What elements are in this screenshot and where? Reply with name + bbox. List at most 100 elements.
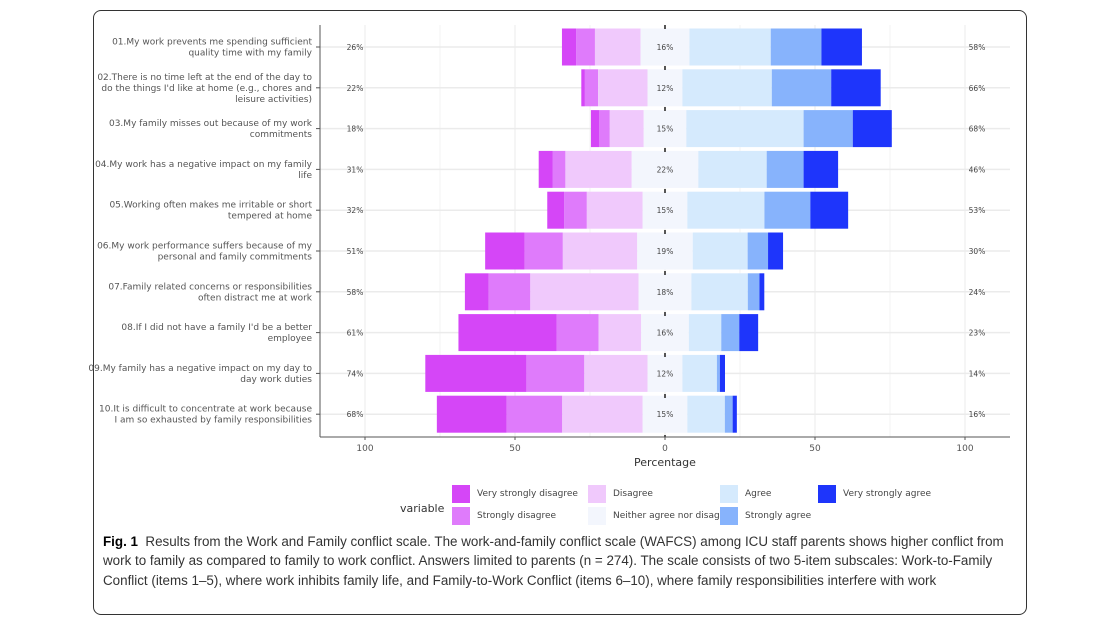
- legend-swatch: [452, 485, 470, 503]
- bar-segment-strongly-disagree: [526, 354, 585, 392]
- legend-item: Strongly agree: [720, 507, 811, 525]
- category-label: 01.My work prevents me spending sufficie…: [112, 38, 313, 59]
- legend-swatch: [720, 485, 738, 503]
- bar-segment-strongly-agree: [771, 69, 832, 107]
- right-percent-label: 23%: [969, 329, 986, 338]
- left-percent-label: 31%: [347, 165, 364, 174]
- bar-segment-neither-agree-nor-disagree: [631, 150, 699, 188]
- legend-item: Disagree: [588, 485, 653, 503]
- right-percent-label: 16%: [969, 410, 986, 419]
- bar-segment-agree: [688, 314, 722, 352]
- bar-segment-disagree: [562, 395, 643, 433]
- legend-swatch: [720, 507, 738, 525]
- legend-label: Strongly agree: [745, 511, 812, 521]
- bar-segment-very-strongly-agree: [768, 232, 784, 270]
- figure-frame: [93, 10, 1027, 615]
- bar-segment-neither-agree-nor-disagree: [642, 191, 688, 229]
- legend-item: Very strongly agree: [818, 485, 931, 503]
- legend-swatch: [588, 485, 606, 503]
- bar-segment-disagree: [562, 232, 638, 270]
- bar-segment-very-strongly-agree: [810, 191, 849, 229]
- center-percent-label: 16%: [657, 329, 674, 338]
- category-label: 10.It is difficult to concentrate at wor…: [99, 405, 312, 426]
- bar-segment-neither-agree-nor-disagree: [647, 354, 683, 392]
- legend-title: variable: [400, 502, 445, 515]
- bar-segment-agree: [692, 232, 748, 270]
- bar-segment-disagree: [594, 28, 641, 66]
- bar-segment-very-strongly-disagree: [458, 314, 557, 352]
- bar-segment-strongly-agree: [724, 395, 733, 433]
- left-percent-label: 61%: [347, 329, 364, 338]
- bar-segment-strongly-agree: [770, 28, 822, 66]
- bar-segment-neither-agree-nor-disagree: [641, 314, 689, 352]
- bar-segment-disagree: [565, 150, 632, 188]
- center-percent-label: 12%: [657, 369, 674, 378]
- left-percent-label: 26%: [347, 43, 364, 52]
- right-percent-label: 53%: [969, 206, 986, 215]
- right-percent-label: 14%: [969, 369, 986, 378]
- bar-segment-very-strongly-disagree: [485, 232, 525, 270]
- legend-item: Agree: [720, 485, 771, 503]
- category-label: 03.My family misses out because of my wo…: [109, 119, 313, 140]
- x-tick-label: 50: [809, 444, 821, 454]
- bar-segment-neither-agree-nor-disagree: [643, 110, 687, 148]
- left-percent-label: 32%: [347, 206, 364, 215]
- center-percent-label: 22%: [657, 165, 674, 174]
- right-percent-label: 68%: [969, 125, 986, 134]
- center-percent-label: 19%: [657, 247, 674, 256]
- caption-text: Results from the Work and Family conflic…: [103, 534, 1004, 588]
- bar-segment-strongly-disagree: [556, 314, 599, 352]
- bar-segment-strongly-agree: [803, 110, 853, 148]
- x-tick-label: 100: [356, 444, 373, 454]
- x-tick-label: 0: [662, 444, 668, 454]
- legend-label: Very strongly disagree: [477, 489, 578, 499]
- figure-caption: Fig. 1 Results from the Work and Family …: [103, 532, 1013, 590]
- bar-segment-strongly-agree: [721, 314, 740, 352]
- bar-segment-agree: [687, 395, 725, 433]
- legend-item: Very strongly disagree: [452, 485, 578, 503]
- right-percent-label: 66%: [969, 84, 986, 93]
- bar-segment-very-strongly-agree: [739, 314, 759, 352]
- left-percent-label: 51%: [347, 247, 364, 256]
- center-percent-label: 15%: [657, 410, 674, 419]
- legend-swatch: [452, 507, 470, 525]
- bar-segment-very-strongly-disagree: [581, 69, 585, 107]
- left-percent-label: 18%: [347, 125, 364, 134]
- category-label: 02.There is no time left at the end of t…: [97, 73, 312, 105]
- legend-label: Strongly disagree: [477, 511, 557, 521]
- category-label: 04.My work has a negative impact on my f…: [95, 160, 313, 181]
- legend-label: Agree: [745, 489, 772, 499]
- bar-segment-very-strongly-disagree: [590, 110, 599, 148]
- left-percent-label: 74%: [347, 369, 364, 378]
- category-label: 09.My family has a negative impact on my…: [88, 364, 312, 385]
- center-percent-label: 15%: [657, 206, 674, 215]
- category-label: 08.If I did not have a family I'd be a b…: [121, 323, 312, 344]
- center-percent-label: 15%: [657, 125, 674, 134]
- right-percent-label: 46%: [969, 165, 986, 174]
- legend-label: Neither agree nor disagree: [613, 511, 735, 521]
- legend-swatch: [588, 507, 606, 525]
- bar-segment-neither-agree-nor-disagree: [647, 69, 683, 107]
- bar-segment-strongly-disagree: [552, 150, 566, 188]
- bar-segment-neither-agree-nor-disagree: [642, 395, 688, 433]
- bar-segment-very-strongly-agree: [803, 150, 839, 188]
- caption-label: Fig. 1: [103, 534, 138, 549]
- bar-segment-very-strongly-agree: [831, 69, 881, 107]
- bar-segment-very-strongly-disagree: [547, 191, 565, 229]
- bar-segment-strongly-disagree: [524, 232, 563, 270]
- bar-segment-strongly-disagree: [564, 191, 587, 229]
- bar-segment-agree: [689, 28, 771, 66]
- bar-segment-very-strongly-agree: [732, 395, 737, 433]
- bar-segment-strongly-disagree: [488, 273, 531, 311]
- bar-segment-neither-agree-nor-disagree: [638, 273, 692, 311]
- left-percent-label: 22%: [347, 84, 364, 93]
- bar-segment-disagree: [584, 354, 648, 392]
- bar-segment-strongly-disagree: [506, 395, 563, 433]
- center-percent-label: 16%: [657, 43, 674, 52]
- bar-segment-very-strongly-disagree: [538, 150, 553, 188]
- bar-segment-very-strongly-disagree: [561, 28, 577, 66]
- legend-label: Very strongly agree: [843, 489, 932, 499]
- bar-segment-very-strongly-disagree: [464, 273, 489, 311]
- center-percent-label: 12%: [657, 84, 674, 93]
- bar-segment-very-strongly-disagree: [425, 354, 527, 392]
